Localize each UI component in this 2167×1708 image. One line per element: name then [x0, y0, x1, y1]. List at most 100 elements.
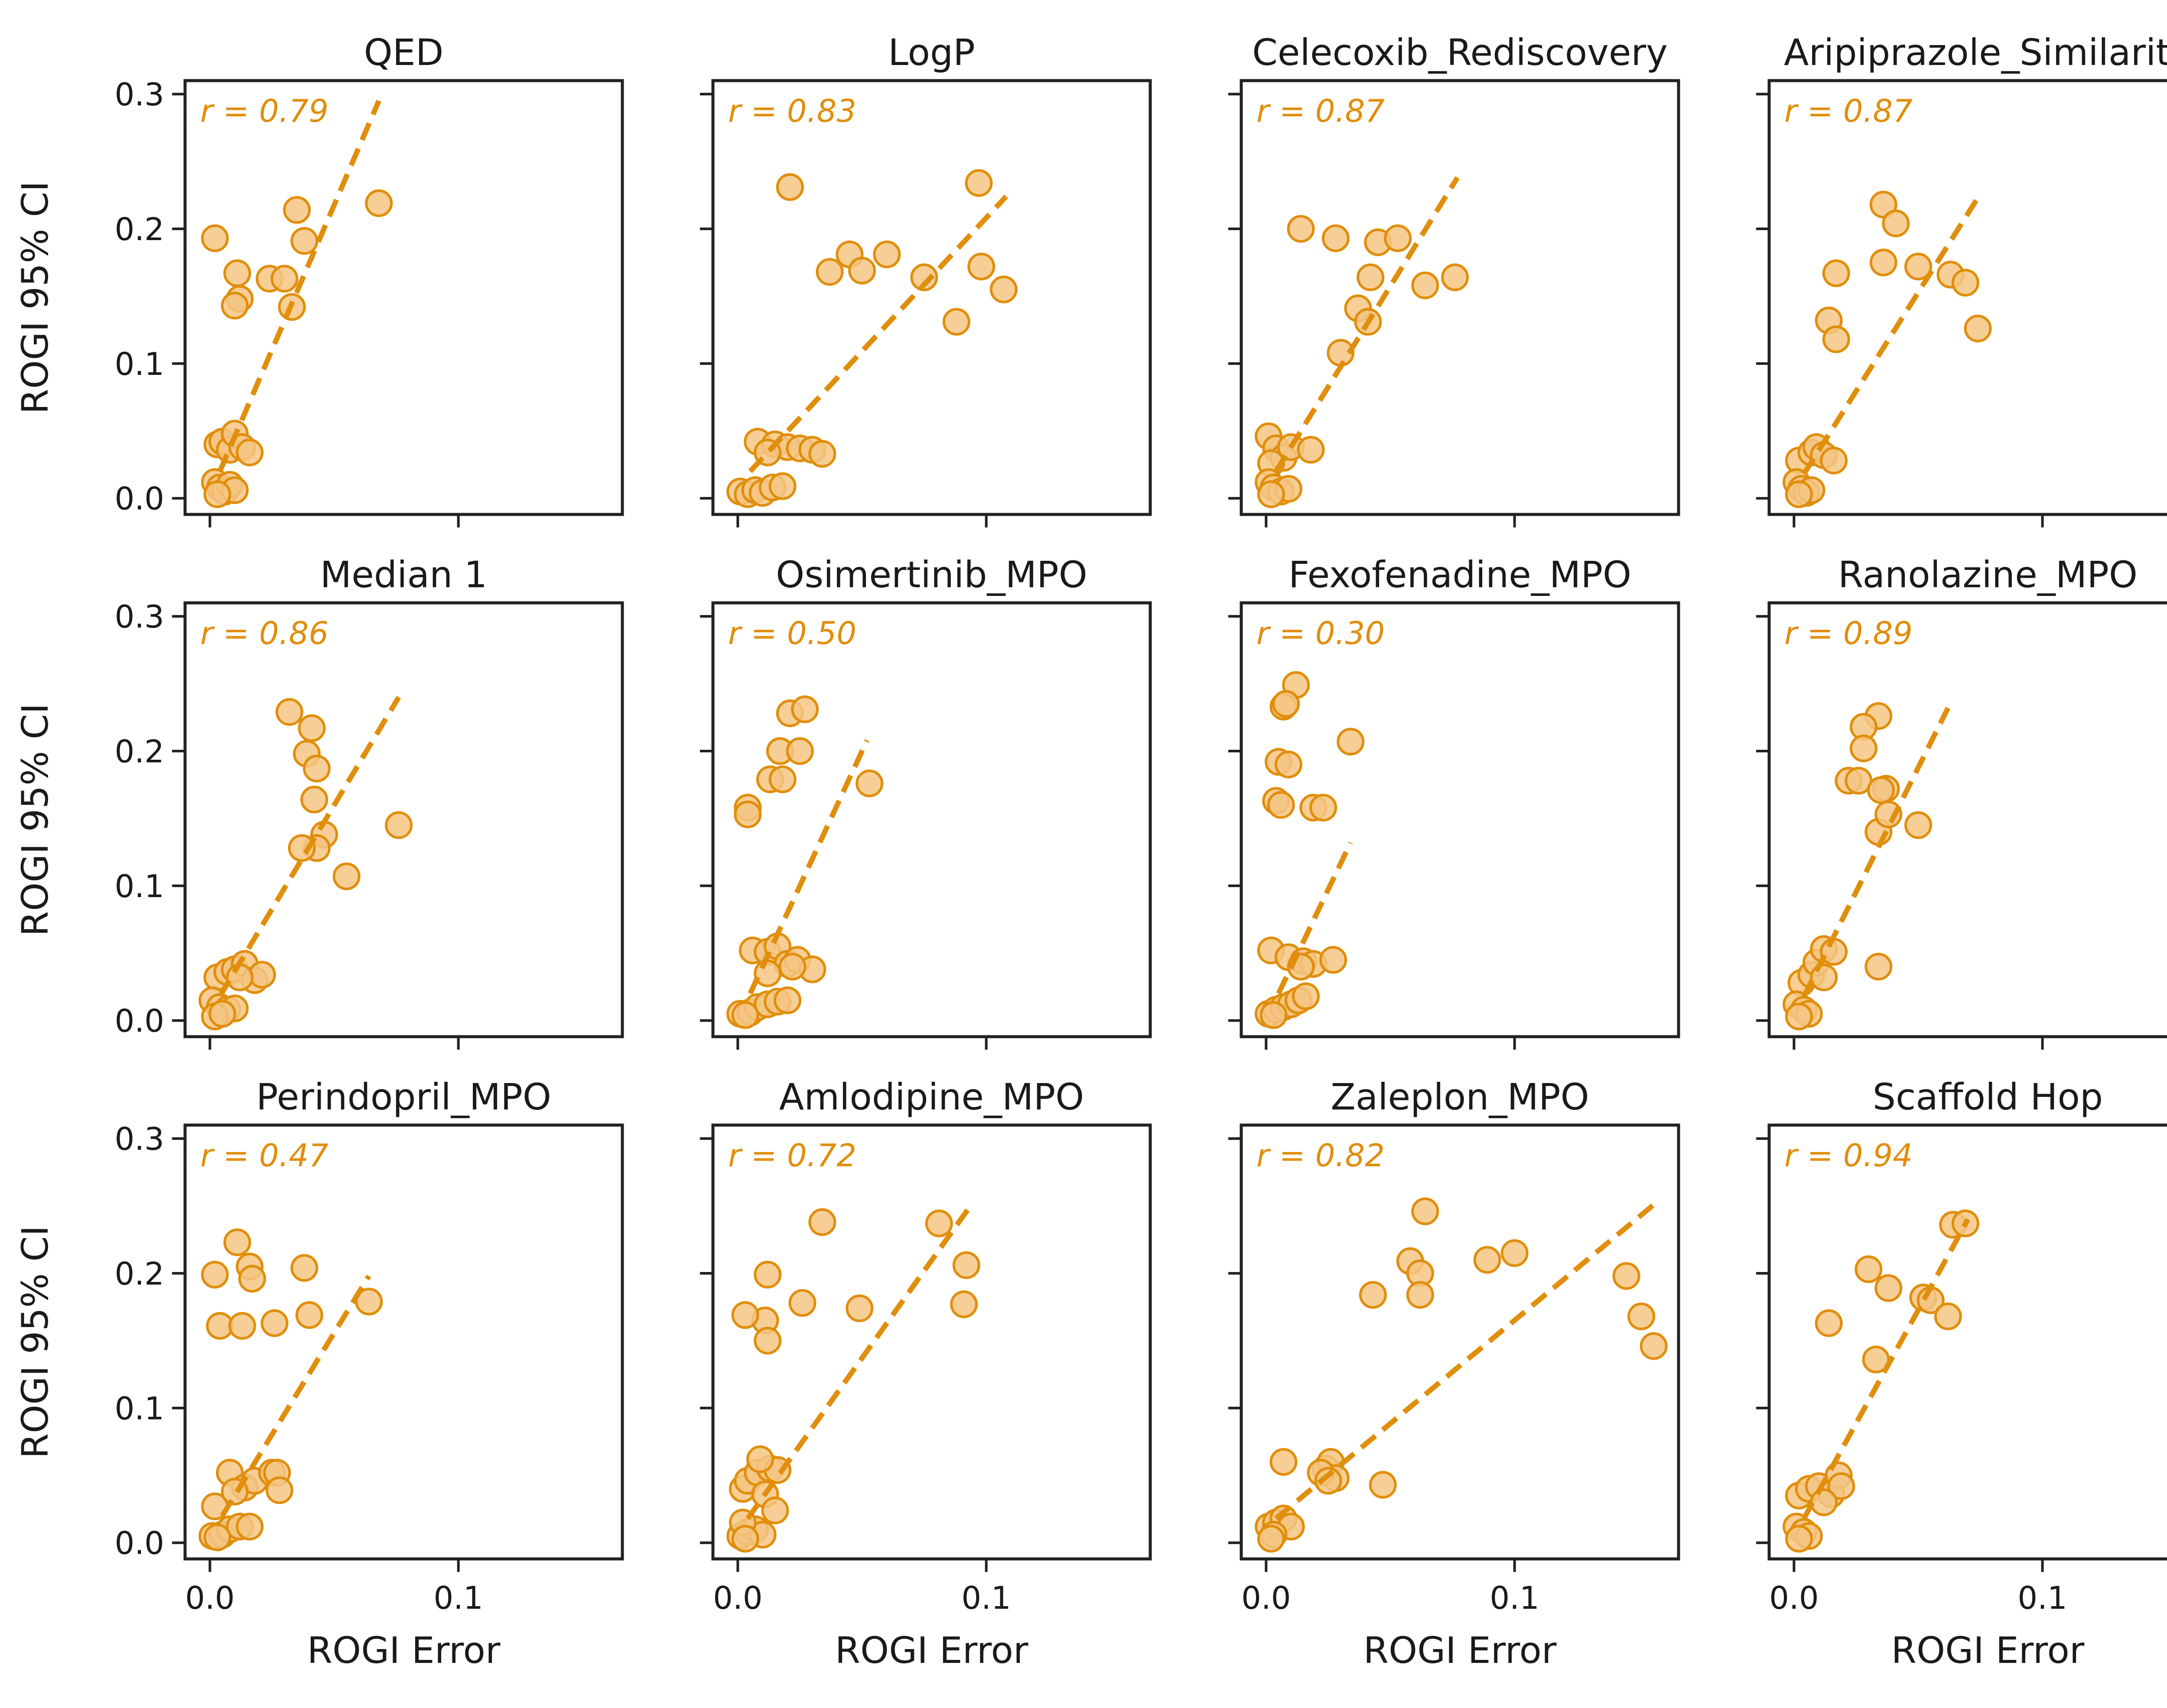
data-point [816, 258, 844, 286]
data-point [1406, 1281, 1434, 1309]
data-point [355, 1288, 383, 1316]
data-point [203, 1523, 231, 1552]
trend-line [217, 100, 381, 472]
data-point [1292, 982, 1320, 1010]
points-group [726, 695, 884, 1029]
correlation-annotation: r = 0.87 [1256, 93, 1385, 129]
data-point [773, 986, 801, 1015]
correlation-annotation: r = 0.86 [200, 615, 329, 651]
points-group [1783, 1209, 1979, 1553]
data-point [1951, 269, 1979, 297]
data-point [1822, 325, 1850, 353]
data-point [303, 755, 331, 783]
data-point [270, 264, 299, 293]
points-group [198, 698, 413, 1031]
points-group [1255, 671, 1365, 1029]
points-group [726, 169, 1018, 508]
y-axis-label: ROGI 95% CI [14, 703, 56, 937]
data-point [1274, 751, 1302, 779]
data-point [1337, 728, 1365, 756]
data-point [201, 224, 229, 252]
data-point [236, 1513, 264, 1541]
data-point [203, 480, 231, 508]
panel-5: Median 1 r = 0.86 0.0 0.1 0.2 0.3 ROGI 95% CI [14, 553, 624, 1050]
correlation-annotation: r = 0.50 [728, 615, 856, 651]
correlation-annotation: r = 0.79 [200, 93, 329, 129]
correlation-annotation: r = 0.82 [1256, 1137, 1385, 1174]
data-point [856, 769, 884, 797]
x-axis-label: ROGI Error [835, 1629, 1028, 1672]
data-point [385, 811, 413, 839]
data-point [1269, 1448, 1298, 1476]
data-point [1874, 1274, 1903, 1302]
panel-title: Perindopril_MPO [256, 1076, 551, 1118]
trend-line [745, 1203, 974, 1520]
data-point [1267, 791, 1295, 819]
panel-title: Osimertinib_MPO [776, 553, 1087, 596]
y-tick-label: 0.0 [114, 481, 164, 517]
data-point [1627, 1302, 1656, 1331]
data-point [1882, 209, 1910, 237]
data-point [298, 714, 326, 742]
y-axis-label: ROGI 95% CI [14, 1226, 56, 1459]
panel-title: QED [364, 31, 444, 74]
data-point [808, 440, 836, 468]
y-tick-label: 0.2 [114, 1256, 164, 1292]
data-point [365, 189, 393, 217]
data-point [1810, 1488, 1838, 1516]
data-point [1640, 1332, 1668, 1360]
x-tick-label: 0.1 [961, 1580, 1011, 1616]
data-point [731, 1301, 759, 1329]
x-tick-label: 0.0 [1769, 1580, 1819, 1616]
data-point [1369, 1471, 1397, 1499]
data-point [1612, 1262, 1640, 1290]
axes-frame [183, 1123, 624, 1561]
axes-frame [183, 79, 624, 516]
data-point [1272, 690, 1300, 718]
points-group [726, 1208, 980, 1553]
axes-frame [183, 601, 624, 1038]
data-point [925, 1209, 953, 1237]
panel-title: Fexofenadine_MPO [1288, 553, 1631, 596]
panel-title: Ranolazine_MPO [1838, 553, 2138, 596]
x-tick-label: 0.1 [2017, 1580, 2067, 1616]
y-axis-label: ROGI 95% CI [14, 181, 56, 414]
data-point [788, 1289, 817, 1317]
trend-line [218, 696, 401, 998]
data-point [1297, 436, 1325, 464]
data-point [873, 241, 901, 269]
data-point [332, 862, 361, 891]
axes-frame [711, 1123, 1152, 1561]
data-point [1259, 1001, 1288, 1029]
data-point [1820, 938, 1848, 966]
data-point [238, 1265, 266, 1293]
data-point [776, 173, 804, 201]
data-point [288, 834, 316, 862]
data-point [1869, 248, 1897, 277]
data-point [778, 953, 807, 981]
data-point [952, 1251, 980, 1279]
data-point [275, 698, 303, 726]
data-point [791, 695, 819, 723]
data-point [768, 472, 797, 500]
panel-title: Celecoxib_Rediscovery [1252, 31, 1668, 74]
data-point [1257, 1525, 1285, 1553]
panel-title: Median 1 [320, 553, 488, 596]
trend-line [1276, 841, 1353, 995]
panel-title: LogP [888, 31, 975, 74]
data-point [283, 196, 311, 224]
correlation-annotation: r = 0.83 [728, 93, 856, 129]
data-point [1869, 191, 1897, 218]
data-point [260, 1309, 289, 1337]
data-point [1820, 446, 1848, 475]
data-point [1359, 1281, 1387, 1309]
data-point [300, 785, 329, 813]
axes-frame [1240, 601, 1680, 1038]
data-point [731, 1001, 759, 1029]
panel-2: LogP r = 0.83 [700, 31, 1152, 527]
trend-line [220, 1275, 371, 1517]
data-point [1319, 946, 1347, 974]
points-group [201, 189, 393, 508]
